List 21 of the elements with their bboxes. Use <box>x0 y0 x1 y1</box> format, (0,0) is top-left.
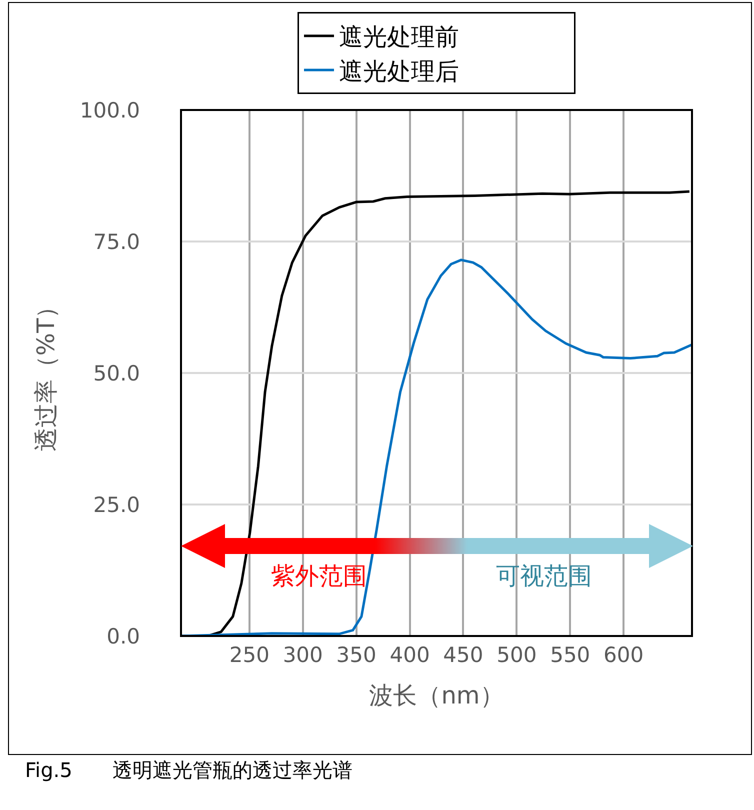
y-tick-label: 50.0 <box>93 361 140 386</box>
x-tick-label: 600 <box>604 643 644 668</box>
x-tick-label: 450 <box>443 643 484 668</box>
y-tick-label: 100.0 <box>80 98 140 122</box>
legend-label: 遮光处理后 <box>339 57 459 86</box>
y-tick-label: 0.0 <box>106 624 140 648</box>
x-tick-label: 550 <box>550 643 590 668</box>
x-tick-label: 250 <box>229 643 270 668</box>
x-tick-label: 350 <box>336 643 376 668</box>
x-tick-label: 400 <box>390 643 430 668</box>
x-axis-title: 波长（nm） <box>369 682 504 710</box>
caption: Fig.5 透明遮光管瓶的透过率光谱 <box>25 758 352 782</box>
annotation: 可视范围 <box>496 562 592 590</box>
annotation: 紫外范围 <box>271 562 367 590</box>
x-tick-label: 500 <box>496 643 537 668</box>
y-axis-title: 透过率（%T） <box>32 294 60 452</box>
legend-label: 遮光处理前 <box>339 23 459 52</box>
y-tick-label: 25.0 <box>93 492 140 517</box>
y-tick-label: 75.0 <box>93 230 140 254</box>
line-series <box>181 258 692 636</box>
x-tick-label: 300 <box>282 643 323 668</box>
